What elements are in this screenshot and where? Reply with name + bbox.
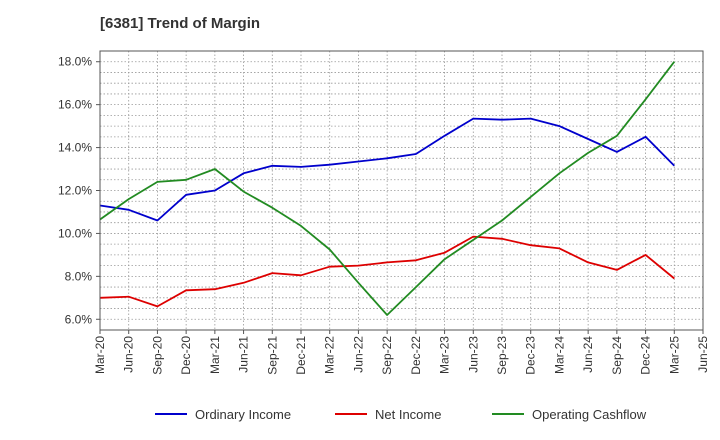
- series-line-net-income: [99, 235, 675, 308]
- x-tick-label: Dec-23: [524, 336, 538, 375]
- x-axis: Mar-20 Jun-20 Sep-20 Dec-20 Mar-21 Jun-21 Sep-…: [93, 330, 710, 375]
- y-tick-label: 6.0%: [65, 312, 93, 326]
- series-line-operating-cashflow: [99, 61, 676, 316]
- legend-label-operating-cashflow: Operating Cashflow: [532, 407, 647, 422]
- x-tick-label: Mar-20: [93, 336, 107, 374]
- x-tick-label: Mar-25: [667, 336, 681, 374]
- series-line-ordinary-income: [99, 117, 675, 222]
- x-tick-label: Dec-24: [639, 336, 653, 375]
- x-tick-label: Mar-21: [208, 336, 222, 374]
- x-tick-label: Dec-22: [409, 336, 423, 375]
- y-tick-label: 18.0%: [58, 55, 92, 69]
- x-tick-label: Jun-23: [466, 336, 480, 373]
- x-tick-label: Sep-22: [380, 336, 394, 375]
- grid: [99, 51, 704, 330]
- legend-label-net-income: Net Income: [375, 407, 441, 422]
- x-tick-label: Jun-21: [237, 336, 251, 373]
- x-tick-label: Sep-20: [150, 336, 164, 375]
- x-tick-label: Dec-21: [294, 336, 308, 375]
- x-tick-label: Mar-24: [552, 336, 566, 374]
- chart-title: [6381] Trend of Margin: [100, 15, 261, 32]
- x-tick-label: Jun-24: [581, 336, 595, 373]
- y-axis: 6.0% 8.0% 10.0% 12.0% 14.0% 16.0% 18.0%: [58, 55, 100, 326]
- legend: Ordinary Income Net Income Operating Cashf…: [155, 407, 647, 422]
- y-tick-label: 8.0%: [65, 269, 93, 283]
- x-tick-label: Mar-23: [438, 336, 452, 374]
- x-tick-label: Sep-23: [495, 336, 509, 375]
- series-lines: [99, 61, 676, 316]
- y-tick-label: 16.0%: [58, 98, 92, 112]
- y-tick-label: 10.0%: [58, 226, 92, 240]
- x-tick-label: Dec-20: [179, 336, 193, 375]
- x-tick-label: Jun-20: [122, 336, 136, 373]
- x-tick-label: Jun-25: [696, 336, 710, 373]
- y-tick-label: 12.0%: [58, 184, 92, 198]
- y-tick-label: 14.0%: [58, 141, 92, 155]
- x-tick-label: Sep-24: [610, 336, 624, 375]
- x-tick-label: Mar-22: [323, 336, 337, 374]
- x-tick-label: Sep-21: [265, 336, 279, 375]
- legend-label-ordinary-income: Ordinary Income: [195, 407, 291, 422]
- x-tick-label: Jun-22: [351, 336, 365, 373]
